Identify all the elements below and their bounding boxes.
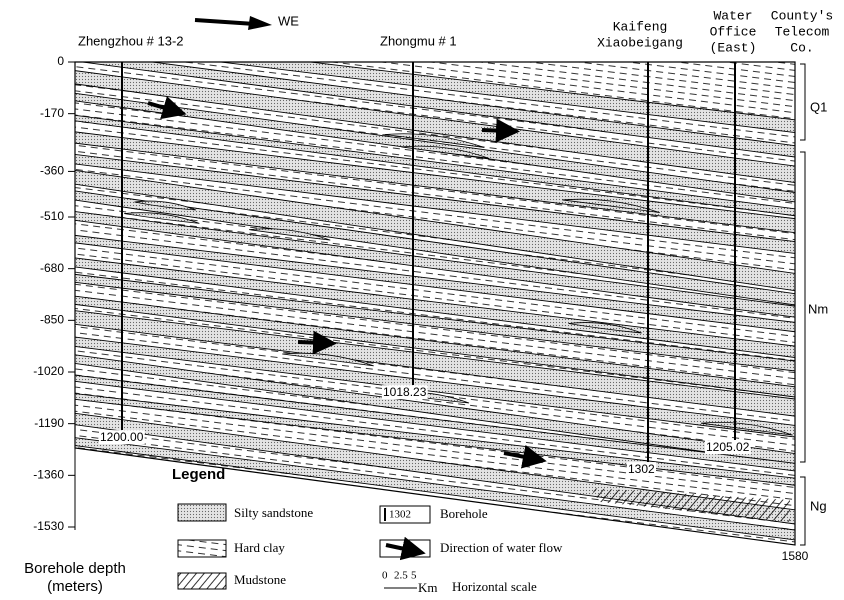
direction-label: WE (278, 13, 299, 28)
legend-label: Hard clay (234, 540, 285, 555)
tick-label: 0 (57, 54, 64, 68)
tick-label: -360 (40, 164, 64, 178)
water-flow-arrow (482, 130, 508, 131)
borehole-name: Zhongmu # 1 (380, 33, 457, 48)
tick-label: -1360 (33, 468, 64, 482)
water-flow-arrow (298, 342, 325, 343)
unit-label: Nm (808, 301, 828, 316)
legend-label: Mudstone (234, 572, 286, 587)
borehole-name: Water (713, 8, 752, 23)
tick-label: -1530 (33, 519, 64, 533)
axis-title: (meters) (47, 578, 103, 595)
legend-label: Direction of water flow (440, 540, 563, 555)
scale-tick-label: 0 (382, 570, 388, 582)
tick-label: -1190 (34, 416, 64, 430)
unit-label: Ng (810, 498, 827, 513)
borehole-name: Xiaobeigang (597, 35, 683, 50)
unit-label: Q1 (810, 99, 827, 114)
borehole-depth: 1205.02 (706, 440, 750, 454)
tick-label: -510 (40, 209, 64, 223)
legend-swatch (178, 540, 226, 557)
borehole-name: (East) (710, 40, 757, 55)
legend-swatch (178, 573, 226, 589)
borehole-name: Co. (790, 40, 813, 55)
cross-section: WE Q1 Nm Ng Legend Silty sandstone Hard … (0, 0, 844, 600)
borehole-name: Kaifeng (613, 19, 668, 34)
borehole-name: Office (710, 24, 757, 39)
borehole-depth: 1580 (782, 549, 809, 563)
borehole-name: Zhengzhou # 13-2 (78, 33, 184, 48)
scale-tick-label: 2.5 (394, 570, 408, 582)
tick-label: -680 (40, 261, 64, 275)
unit-brackets: Q1 Nm Ng (800, 64, 828, 545)
scale-unit: Km (418, 580, 438, 595)
legend-label: Horizontal scale (452, 579, 537, 594)
bracket (800, 152, 805, 462)
axis-title: Borehole depth (24, 560, 126, 577)
borehole-depth: 1302 (628, 462, 655, 476)
tick-label: -1020 (33, 364, 64, 378)
borehole-depth: 1018.23 (383, 385, 427, 399)
bracket (800, 477, 805, 545)
tick-label: -170 (40, 106, 64, 120)
legend-label: Borehole (440, 506, 488, 521)
borehole-depth: 1200.00 (100, 430, 144, 444)
borehole-name: County's (771, 8, 833, 23)
legend-label: Silty sandstone (234, 505, 313, 520)
scale-tick-label: 5 (411, 570, 417, 582)
legend-swatch (178, 504, 226, 521)
top-direction: WE (195, 13, 299, 30)
direction-arrow-head (248, 16, 272, 30)
legend-sample: 1302 (389, 509, 411, 521)
tick-label: -850 (40, 313, 64, 327)
legend-title: Legend (172, 466, 225, 483)
borehole-name: Telecom (775, 24, 830, 39)
bracket (800, 64, 805, 140)
direction-arrow (195, 20, 255, 24)
